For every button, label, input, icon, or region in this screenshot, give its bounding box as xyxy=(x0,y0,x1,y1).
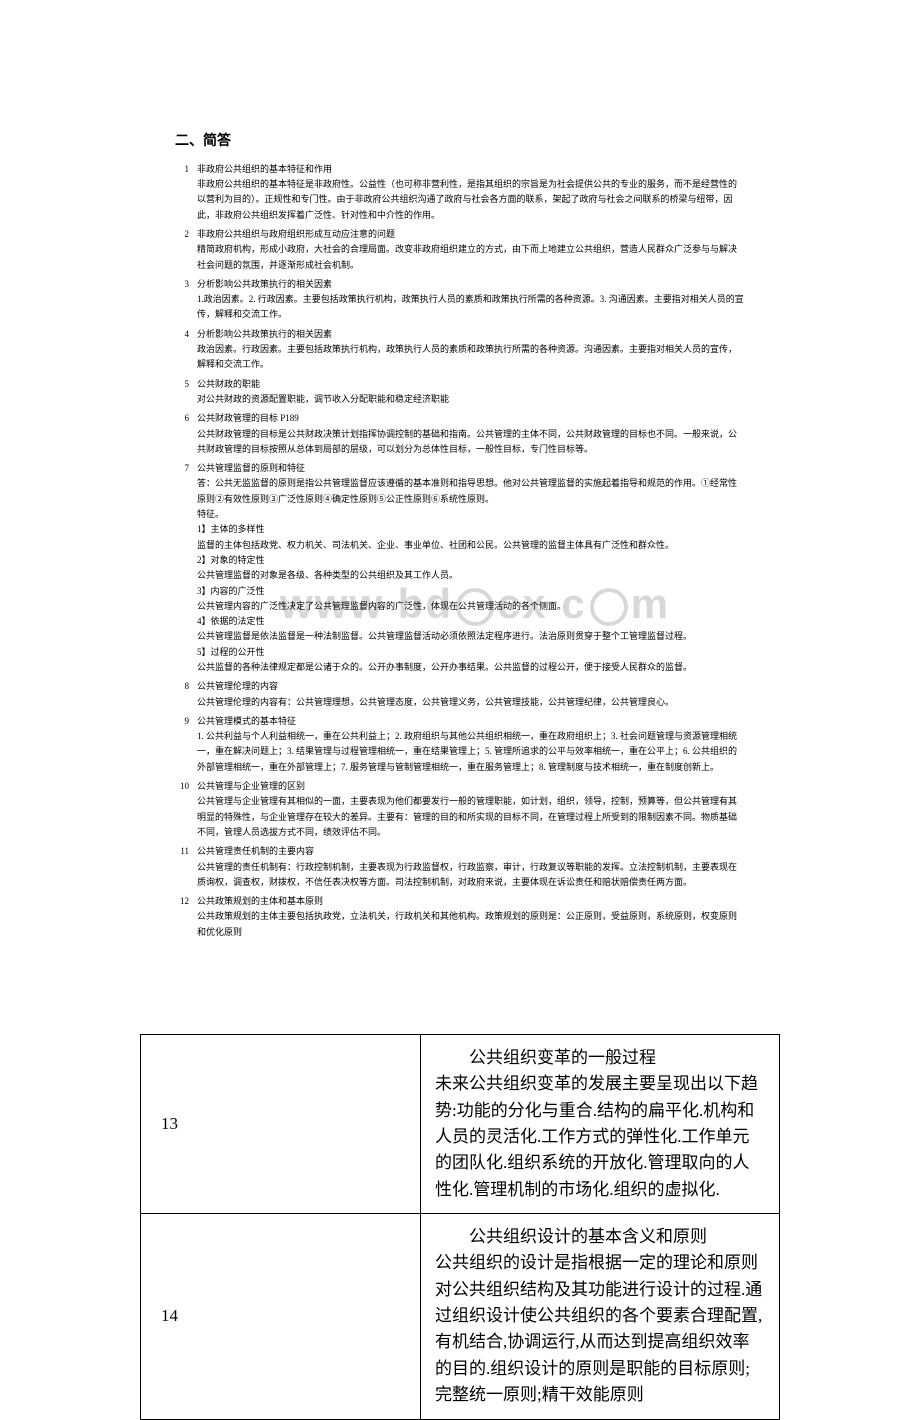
item-number: 3 xyxy=(175,277,197,323)
qa-item: 2 非政府公共组织与政府组织形成互动应注意的问题 精简政府机构，形成小政府，大社… xyxy=(175,227,745,273)
item-line: 1】主体的多样性 xyxy=(197,522,745,537)
item-content: 公共财政管理的目标 P189 公共财政管理的目标是公共财政决策计划指挥协调控制的… xyxy=(197,411,745,457)
row-content-cell: 公共组织设计的基本含义和原则 公共组织的设计是指根据一定的理论和原则对公共组织结… xyxy=(421,1214,780,1419)
table-row: 14 公共组织设计的基本含义和原则 公共组织的设计是指根据一定的理论和原则对公共… xyxy=(141,1214,780,1419)
item-content: 非政府公共组织的基本特征和作用 非政府公共组织的基本特征是非政府性。公益性（也可… xyxy=(197,162,745,223)
cell-body: 未来公共组织变革的发展主要呈现出以下趋势:功能的分化与重合.结构的扁平化.机构和… xyxy=(435,1071,765,1203)
item-body: 公共财政管理的目标是公共财政决策计划指挥协调控制的基础和指南。公共管理的主体不同… xyxy=(197,427,745,458)
item-title: 分析影响公共政策执行的相关因素 xyxy=(197,327,745,342)
item-title: 公共财政管理的目标 P189 xyxy=(197,411,745,426)
row-number-cell: 13 xyxy=(141,1035,421,1214)
item-number: 9 xyxy=(175,714,197,775)
item-content: 公共管理伦理的内容 公共管理伦理的内容有：公共管理理想，公共管理态度，公共管理义… xyxy=(197,679,745,710)
table-row: 13 公共组织变革的一般过程 未来公共组织变革的发展主要呈现出以下趋势:功能的分… xyxy=(141,1035,780,1214)
qa-item: 6 公共财政管理的目标 P189 公共财政管理的目标是公共财政决策计划指挥协调控… xyxy=(175,411,745,457)
item-line: 答：公共无监监督的原则是指公共管理监督应该遵循的基本准则和指导思想。他对公共管理… xyxy=(197,476,745,507)
item-line: 公共管理监督是依法监督是一种法制监督。公共管理监督活动必须依照法定程序进行。法治… xyxy=(197,629,745,644)
item-title: 非政府公共组织与政府组织形成互动应注意的问题 xyxy=(197,227,745,242)
item-content: 非政府公共组织与政府组织形成互动应注意的问题 精简政府机构，形成小政府，大社会的… xyxy=(197,227,745,273)
item-title: 公共政策规划的主体和基本原则 xyxy=(197,894,745,909)
item-title: 公共管理伦理的内容 xyxy=(197,679,745,694)
item-title: 公共管理模式的基本特征 xyxy=(197,714,745,729)
item-body: 1. 公共利益与个人利益相统一，重在公共利益上；2. 政府组织与其他公共组织相统… xyxy=(197,729,745,775)
cell-title: 公共组织设计的基本含义和原则 xyxy=(435,1224,765,1250)
item-number: 11 xyxy=(175,844,197,890)
item-number: 2 xyxy=(175,227,197,273)
item-content: 公共管理监督的原则和特征 答：公共无监监督的原则是指公共管理监督应该遵循的基本准… xyxy=(197,461,745,675)
qa-item: 11 公共管理责任机制的主要内容 公共管理的责任机制有：行政控制机制，主要表现为… xyxy=(175,844,745,890)
item-line: 公共管理监督的对象是各级、各种类型的公共组织及其工作人员。 xyxy=(197,568,745,583)
item-number: 7 xyxy=(175,461,197,675)
item-line: 公共监督的各种法律规定都是公诸于众的。公开办事制度，公开办事结果。公共监督的过程… xyxy=(197,660,745,675)
item-content: 公共管理模式的基本特征 1. 公共利益与个人利益相统一，重在公共利益上；2. 政… xyxy=(197,714,745,775)
item-line: 特征。 xyxy=(197,507,745,522)
qa-item: 3 分析影响公共政策执行的相关因素 1.政治因素。2. 行政因素。主要包括政策执… xyxy=(175,277,745,323)
item-body: 精简政府机构，形成小政府，大社会的合理局面。改变非政府组织建立的方式，由下而上地… xyxy=(197,242,745,273)
item-title: 公共管理责任机制的主要内容 xyxy=(197,844,745,859)
item-content: 公共管理责任机制的主要内容 公共管理的责任机制有：行政控制机制，主要表现为行政监… xyxy=(197,844,745,890)
item-line: 公共管理内容的广泛性决定了公共管理监督内容的广泛性，体现在公共管理活动的各个侧面… xyxy=(197,599,745,614)
qa-item: 10 公共管理与企业管理的区别 公共管理与企业管理有其相似的一面，主要表现为他们… xyxy=(175,779,745,840)
item-content: 分析影响公共政策执行的相关因素 1.政治因素。2. 行政因素。主要包括政策执行机… xyxy=(197,277,745,323)
item-number: 10 xyxy=(175,779,197,840)
answer-table: 13 公共组织变革的一般过程 未来公共组织变革的发展主要呈现出以下趋势:功能的分… xyxy=(140,1034,780,1419)
item-content: 公共管理与企业管理的区别 公共管理与企业管理有其相似的一面，主要表现为他们都要发… xyxy=(197,779,745,840)
item-body: 对公共财政的资源配置职能，调节收入分配职能和稳定经济职能 xyxy=(197,392,745,407)
item-title: 分析影响公共政策执行的相关因素 xyxy=(197,277,745,292)
item-title: 公共财政的职能 xyxy=(197,377,745,392)
cell-title: 公共组织变革的一般过程 xyxy=(435,1045,765,1071)
item-body: 政治因素。行政因素。主要包括政策执行机构，政策执行人员的素质和政策执行所需的各种… xyxy=(197,342,745,373)
item-content: 公共财政的职能 对公共财政的资源配置职能，调节收入分配职能和稳定经济职能 xyxy=(197,377,745,408)
row-content-cell: 公共组织变革的一般过程 未来公共组织变革的发展主要呈现出以下趋势:功能的分化与重… xyxy=(421,1035,780,1214)
item-body: 非政府公共组织的基本特征是非政府性。公益性（也可称非营利性，是指其组织的宗旨是为… xyxy=(197,177,745,223)
qa-item: 9 公共管理模式的基本特征 1. 公共利益与个人利益相统一，重在公共利益上；2.… xyxy=(175,714,745,775)
qa-item: 1 非政府公共组织的基本特征和作用 非政府公共组织的基本特征是非政府性。公益性（… xyxy=(175,162,745,223)
qa-item: 4 分析影响公共政策执行的相关因素 政治因素。行政因素。主要包括政策执行机构，政… xyxy=(175,327,745,373)
item-line: 4】依据的法定性 xyxy=(197,614,745,629)
cell-body: 公共组织的设计是指根据一定的理论和原则对公共组织结构及其功能进行设计的过程.通过… xyxy=(435,1250,765,1408)
item-body: 公共管理的责任机制有：行政控制机制，主要表现为行政监督权，行政监察，审计，行政复… xyxy=(197,860,745,891)
qa-item: 8 公共管理伦理的内容 公共管理伦理的内容有：公共管理理想，公共管理态度，公共管… xyxy=(175,679,745,710)
qa-item: 12 公共政策规划的主体和基本原则 公共政策规划的主体主要包括执政党，立法机关，… xyxy=(175,894,745,940)
item-number: 8 xyxy=(175,679,197,710)
item-body: 1.政治因素。2. 行政因素。主要包括政策执行机构，政策执行人员的素质和政策执行… xyxy=(197,292,745,323)
item-line: 监督的主体包括政党、权力机关、司法机关、企业、事业单位、社团和公民。公共管理的监… xyxy=(197,538,745,553)
item-title: 非政府公共组织的基本特征和作用 xyxy=(197,162,745,177)
item-number: 4 xyxy=(175,327,197,373)
item-title: 公共管理监督的原则和特征 xyxy=(197,461,745,476)
row-number-cell: 14 xyxy=(141,1214,421,1419)
item-content: 公共政策规划的主体和基本原则 公共政策规划的主体主要包括执政党，立法机关，行政机… xyxy=(197,894,745,940)
item-number: 5 xyxy=(175,377,197,408)
item-title: 公共管理与企业管理的区别 xyxy=(197,779,745,794)
section-heading: 二、简答 xyxy=(175,130,745,154)
qa-item: 5 公共财政的职能 对公共财政的资源配置职能，调节收入分配职能和稳定经济职能 xyxy=(175,377,745,408)
item-content: 分析影响公共政策执行的相关因素 政治因素。行政因素。主要包括政策执行机构，政策执… xyxy=(197,327,745,373)
item-number: 6 xyxy=(175,411,197,457)
item-number: 1 xyxy=(175,162,197,223)
item-body: 公共管理与企业管理有其相似的一面，主要表现为他们都要发行一般的管理职能，如计划，… xyxy=(197,794,745,840)
qa-item: 7 公共管理监督的原则和特征 答：公共无监监督的原则是指公共管理监督应该遵循的基… xyxy=(175,461,745,675)
item-number: 12 xyxy=(175,894,197,940)
item-body: 公共管理伦理的内容有：公共管理理想，公共管理态度，公共管理义务，公共管理技能，公… xyxy=(197,695,745,710)
item-line: 3】内容的广泛性 xyxy=(197,584,745,599)
item-line: 2】对象的特定性 xyxy=(197,553,745,568)
item-body: 公共政策规划的主体主要包括执政党，立法机关，行政机关和其他机构。政策规划的原则是… xyxy=(197,909,745,940)
item-line: 5】过程的公开性 xyxy=(197,645,745,660)
